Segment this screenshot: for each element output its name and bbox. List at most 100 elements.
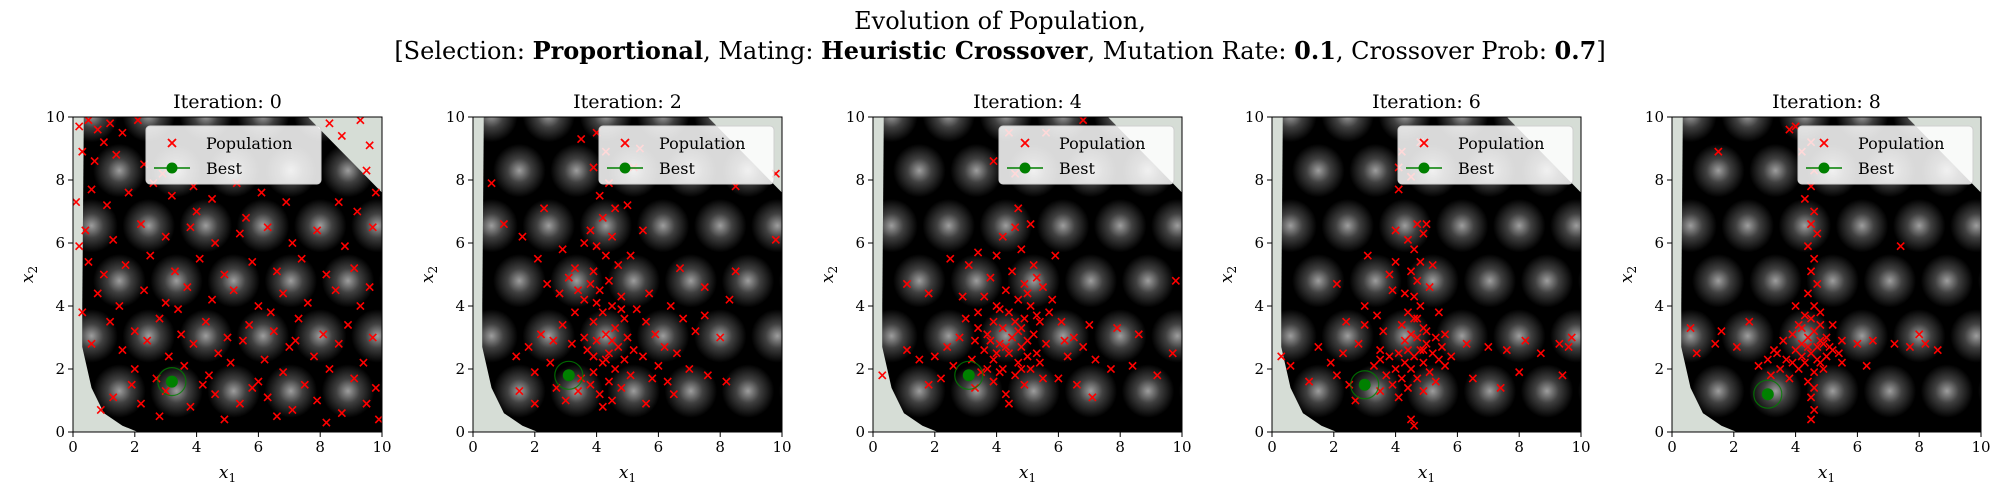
population-point <box>334 197 343 207</box>
population-point <box>561 396 570 405</box>
landscape-peak <box>1692 364 1745 418</box>
population-point <box>1032 311 1041 320</box>
population-point <box>362 399 371 408</box>
population-point <box>601 330 611 339</box>
population-point <box>1168 349 1177 358</box>
population-point <box>87 339 96 348</box>
landscape-peak <box>1681 198 1717 253</box>
landscape-peak <box>721 254 775 308</box>
population-point <box>1809 383 1819 393</box>
y-tick-label: 4 <box>855 297 865 315</box>
y-tick-label: 0 <box>55 423 65 441</box>
axes-frame <box>72 116 383 433</box>
landscape-peak <box>893 254 946 308</box>
population-point <box>1413 333 1422 342</box>
population-point <box>1385 270 1394 279</box>
population-point <box>570 264 580 273</box>
population-point <box>1803 333 1813 342</box>
landscape-peak <box>1950 198 1981 253</box>
population-point <box>238 336 248 345</box>
population-point <box>1010 371 1020 380</box>
landscape-peak <box>1749 254 1802 308</box>
population-point <box>1732 342 1742 352</box>
population-point <box>1032 273 1041 282</box>
population-point <box>127 380 136 389</box>
landscape-peak <box>1681 117 1717 143</box>
landscape-peak <box>1406 364 1459 418</box>
population-point <box>617 383 626 393</box>
best-point <box>562 369 575 382</box>
population-point <box>1431 377 1440 386</box>
population-point <box>651 330 660 339</box>
landscape-peak <box>1749 143 1802 198</box>
landscape-peak <box>1093 198 1147 253</box>
x-tick-label: 6 <box>1453 438 1463 456</box>
landscape-peak <box>1378 309 1432 363</box>
population-point <box>542 279 552 289</box>
population-point <box>924 380 933 389</box>
landscape-peak <box>1749 364 1802 418</box>
population-point <box>78 308 87 317</box>
population-point <box>146 251 155 260</box>
landscape-peak <box>979 198 1033 253</box>
population-point <box>1853 339 1862 348</box>
population-point <box>1745 317 1754 326</box>
population-point <box>902 345 912 355</box>
population-point <box>1809 301 1819 311</box>
legend-best-label: Best <box>1458 159 1494 178</box>
population-point <box>970 336 980 345</box>
landscape-peak <box>664 254 718 308</box>
population-point <box>1017 245 1026 254</box>
population-point <box>1806 314 1816 323</box>
y-tick-label: 0 <box>1254 423 1264 441</box>
population-point <box>278 289 288 298</box>
population-point <box>1496 383 1505 393</box>
population-point <box>1277 352 1286 361</box>
population-point <box>583 345 592 355</box>
population-point <box>325 119 334 128</box>
landscape-peak <box>1321 198 1374 253</box>
best-ring <box>554 360 584 390</box>
population-point <box>1419 345 1428 355</box>
population-point <box>989 317 998 326</box>
population-point <box>303 298 313 308</box>
population-point <box>87 185 96 194</box>
population-point <box>1332 279 1342 289</box>
population-point <box>598 308 607 317</box>
x-tick-label: 0 <box>1667 438 1677 456</box>
population-point <box>1536 349 1545 358</box>
x-tick-label: 6 <box>1853 438 1863 456</box>
population-point <box>1360 320 1369 330</box>
population-point <box>610 364 620 374</box>
population-point <box>359 358 368 367</box>
landscape-peak <box>1435 309 1489 363</box>
y-tick-label: 10 <box>446 108 465 126</box>
population-point <box>1809 327 1819 336</box>
population-point <box>604 349 614 358</box>
population-point <box>607 396 617 405</box>
population-point <box>1403 235 1413 245</box>
landscape-peak <box>1463 364 1517 418</box>
population-point <box>1785 125 1794 134</box>
landscape-peak <box>893 143 946 198</box>
population-point <box>192 207 201 216</box>
population-point <box>371 383 380 393</box>
population-point <box>207 194 217 204</box>
population-point <box>567 339 577 348</box>
landscape-peak <box>264 254 318 308</box>
landscape-peak <box>893 364 946 418</box>
population-point <box>1017 364 1026 374</box>
population-point <box>105 317 115 326</box>
population-point <box>601 355 611 364</box>
population-point <box>272 267 282 276</box>
population-point <box>576 374 586 383</box>
population-point <box>1803 342 1813 352</box>
landscape-peak <box>1064 254 1118 308</box>
y-tick-label: 0 <box>1654 423 1664 441</box>
landscape-peak <box>950 364 1003 418</box>
y-tick-label: 0 <box>855 423 865 441</box>
population-point <box>1468 374 1478 383</box>
population-point <box>1406 415 1416 424</box>
population-point <box>1431 333 1440 342</box>
population-point <box>337 408 346 418</box>
